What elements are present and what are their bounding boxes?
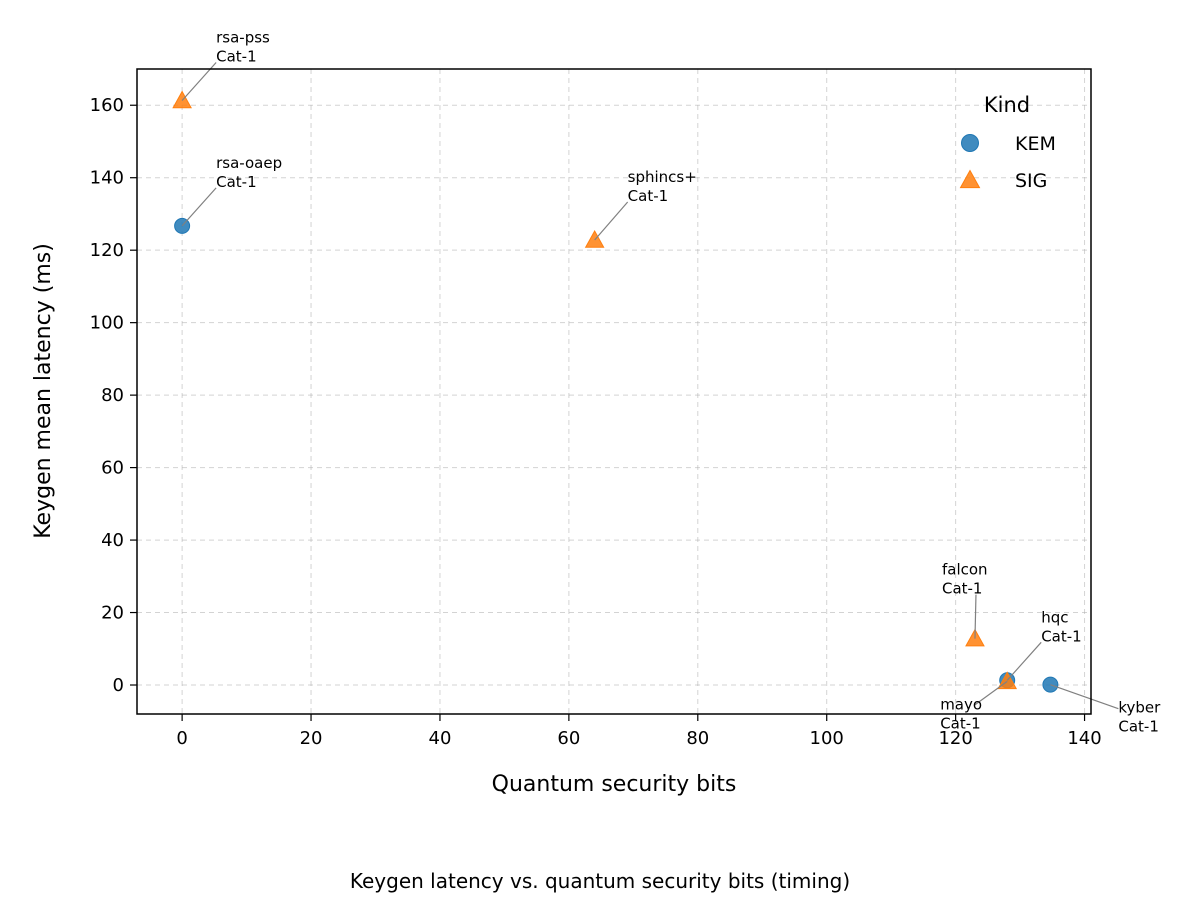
- annotation-leader: [973, 680, 1008, 706]
- sig-point: [172, 90, 192, 109]
- point-name-label: sphincs+: [628, 168, 697, 186]
- point-category-label: Cat-1: [1041, 627, 1082, 645]
- y-tick-label: 0: [113, 675, 124, 696]
- annotation-leader: [1006, 641, 1042, 681]
- x-tick-label: 20: [300, 728, 323, 749]
- point-name-label: rsa-pss: [216, 29, 270, 47]
- annotation-leader: [1050, 684, 1119, 710]
- x-tick-label: 60: [557, 728, 580, 749]
- legend-sig-marker: [959, 169, 981, 189]
- point-category-label: Cat-1: [940, 714, 981, 732]
- grid: [137, 69, 1091, 714]
- point-name-label: kyber: [1118, 699, 1161, 717]
- x-tick-label: 40: [429, 728, 452, 749]
- axis-ticks: 0 20 40 60 80 100 120 140 0 20 40 60 80 100 120 140 160: [90, 95, 1102, 749]
- plot-background: [137, 69, 1091, 714]
- y-tick-label: 40: [101, 530, 124, 551]
- y-tick-label: 20: [101, 603, 124, 624]
- point-name-label: mayo: [940, 695, 982, 713]
- point-category-label: Cat-1: [1118, 718, 1159, 736]
- point-category-label: Cat-1: [216, 173, 257, 191]
- x-tick-label: 100: [810, 728, 844, 749]
- legend-kem-marker: [961, 134, 979, 152]
- annotation-leader: [974, 594, 977, 639]
- point-name-label: falcon: [942, 561, 988, 579]
- x-tick-label: 120: [938, 728, 972, 749]
- chart-caption: Keygen latency vs. quantum security bits…: [350, 869, 850, 893]
- y-tick-label: 60: [101, 458, 124, 479]
- legend: Kind KEM SIG: [959, 93, 1056, 192]
- y-tick-label: 160: [90, 95, 124, 116]
- y-tick-label: 120: [90, 240, 124, 261]
- x-tick-label: 140: [1067, 728, 1101, 749]
- annotation-leader: [181, 187, 217, 227]
- point-name-label: hqc: [1041, 608, 1068, 626]
- legend-kem-label: KEM: [1015, 133, 1056, 155]
- y-tick-label: 80: [101, 385, 124, 406]
- point-annotations: rsa-oaepCat-1hqcCat-1kyberCat-1rsa-pssCa…: [181, 29, 1161, 736]
- y-tick-label: 100: [90, 313, 124, 334]
- legend-title: Kind: [984, 93, 1030, 117]
- x-tick-label: 0: [176, 728, 187, 749]
- point-name-label: rsa-oaep: [216, 154, 282, 172]
- legend-sig-label: SIG: [1015, 170, 1047, 192]
- point-category-label: Cat-1: [628, 187, 669, 205]
- x-axis-label: Quantum security bits: [492, 772, 737, 797]
- y-axis-label: Keygen mean latency (ms): [31, 243, 56, 539]
- x-tick-label: 80: [686, 728, 709, 749]
- point-category-label: Cat-1: [216, 48, 257, 66]
- annotation-leader: [594, 201, 629, 241]
- point-category-label: Cat-1: [942, 580, 983, 598]
- y-tick-label: 140: [90, 168, 124, 189]
- plot-frame: [136, 68, 1092, 715]
